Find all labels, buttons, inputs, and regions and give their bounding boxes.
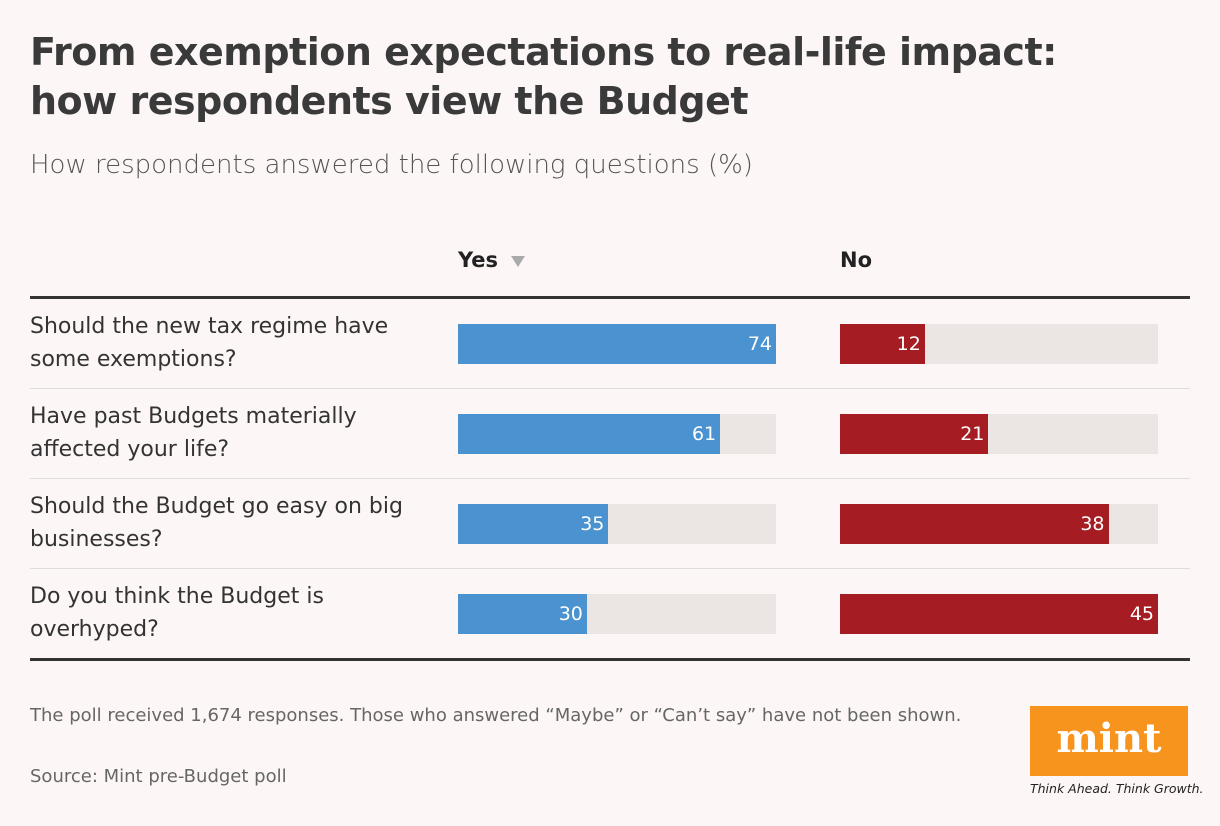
bar-track: 12 xyxy=(840,324,1158,364)
top-rule xyxy=(30,296,1190,299)
bar: 21 xyxy=(840,414,989,454)
column-header: Yes xyxy=(458,248,526,272)
value-label: 74 xyxy=(747,333,772,355)
column-header: No xyxy=(840,248,873,272)
logo: mint xyxy=(1030,706,1188,776)
bar: 45 xyxy=(840,594,1158,634)
value-label: 61 xyxy=(691,423,717,445)
row-label: Do you think the Budget is overhyped? xyxy=(30,584,324,642)
chart-subtitle: How respondents answered the following q… xyxy=(30,150,753,180)
row-label: Should the Budget go easy on big busines… xyxy=(30,494,403,552)
bar: 38 xyxy=(840,504,1109,544)
value-label: 21 xyxy=(960,423,985,445)
sort-icon xyxy=(511,256,526,267)
row-label: Should the new tax regime have some exem… xyxy=(30,314,389,372)
bar: 30 xyxy=(458,594,587,634)
bar-track: 45 xyxy=(840,594,1158,634)
row-separator xyxy=(30,568,1190,569)
logo-tagline: Think Ahead. Think Growth. xyxy=(1030,781,1204,796)
value-label: 35 xyxy=(580,513,605,535)
bar: 12 xyxy=(840,324,925,364)
value-label: 30 xyxy=(558,603,583,625)
bar: 35 xyxy=(458,504,609,544)
bar-track: 30 xyxy=(458,594,776,634)
bar: 61 xyxy=(458,414,721,454)
bar-track: 21 xyxy=(840,414,1158,454)
row-separator xyxy=(30,388,1190,389)
bar-track: 35 xyxy=(458,504,776,544)
row-separator xyxy=(30,478,1190,479)
bar-track: 74 xyxy=(458,324,776,364)
bar: 74 xyxy=(458,324,776,364)
value-label: 12 xyxy=(896,333,921,355)
bar-track: 38 xyxy=(840,504,1158,544)
bar-track: 61 xyxy=(458,414,776,454)
row-label: Have past Budgets materially affected yo… xyxy=(30,404,357,462)
source: Source: Mint pre-Budget poll xyxy=(30,766,287,787)
footnote: The poll received 1,674 responses. Those… xyxy=(30,705,962,726)
bottom-rule xyxy=(30,658,1190,661)
value-label: 45 xyxy=(1129,603,1154,625)
column-header-text: Yes xyxy=(458,248,499,272)
chart-title: From exemption expectations to real-life… xyxy=(30,30,1057,123)
value-label: 38 xyxy=(1080,513,1105,535)
